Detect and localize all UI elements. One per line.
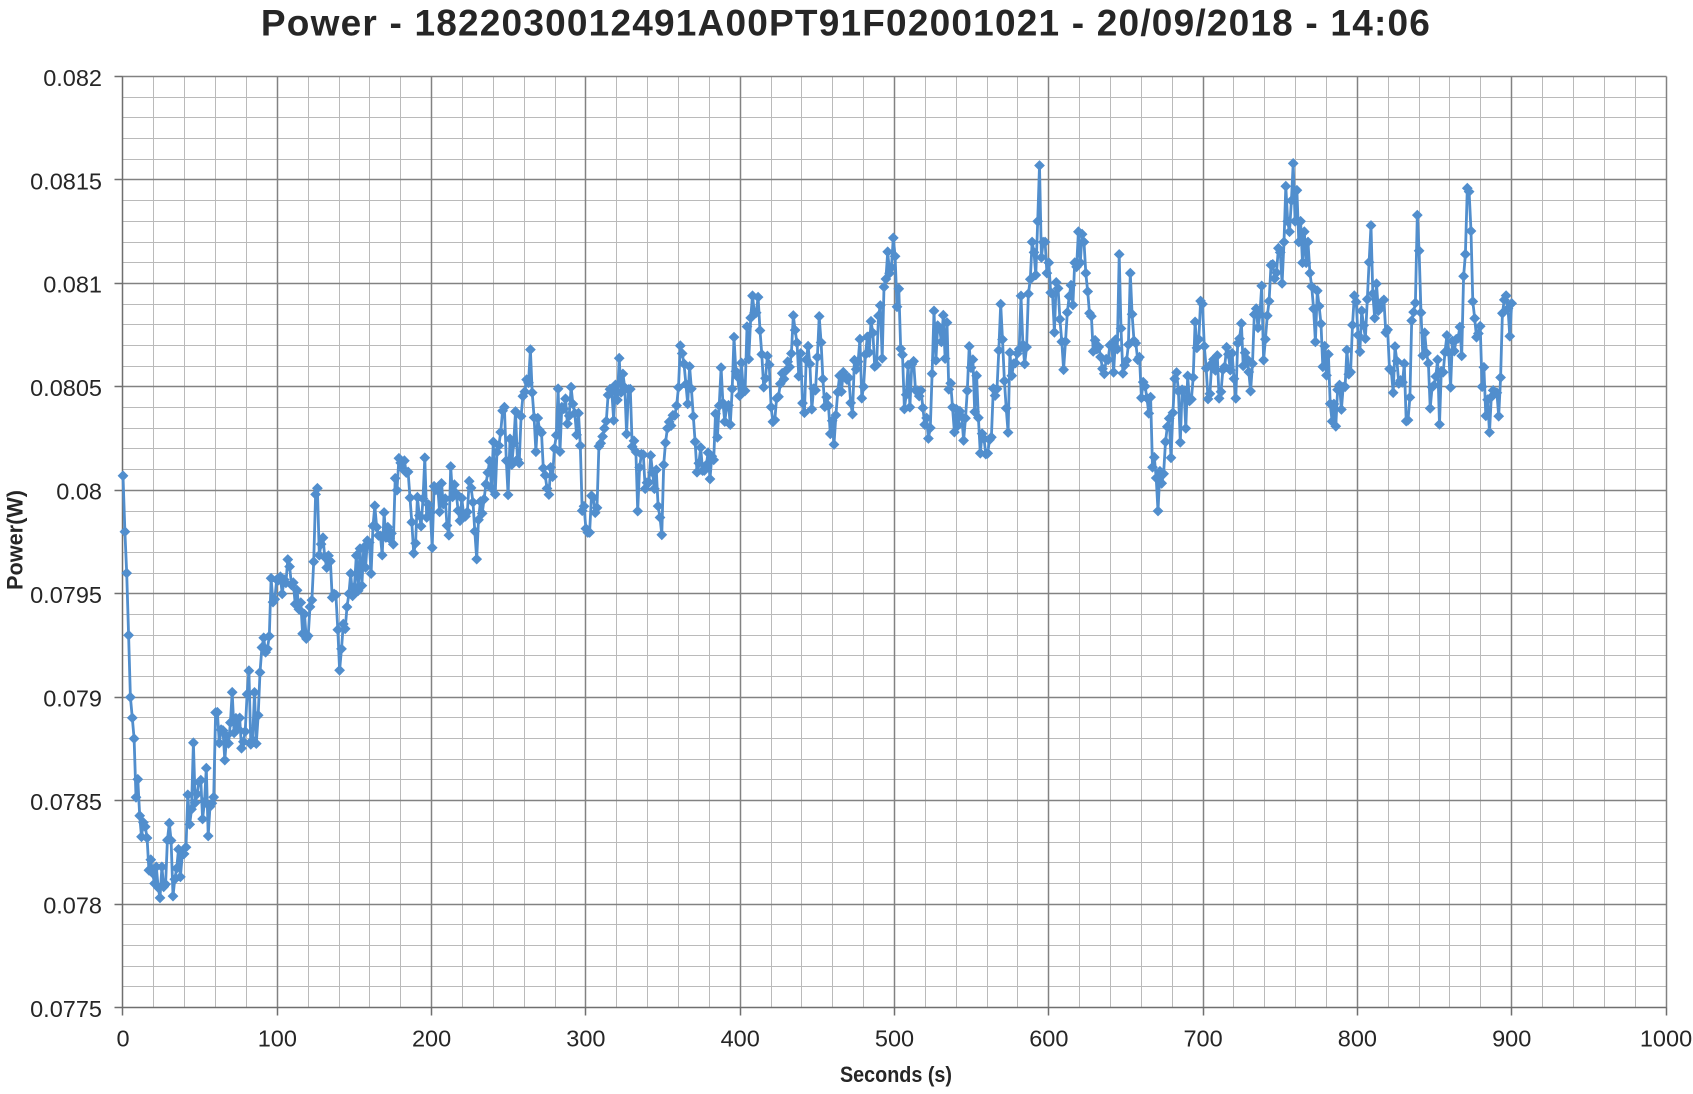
svg-text:600: 600 — [1029, 1026, 1068, 1052]
svg-text:0.082: 0.082 — [43, 65, 102, 91]
svg-text:0.079: 0.079 — [43, 686, 102, 712]
svg-text:800: 800 — [1338, 1026, 1377, 1052]
svg-text:200: 200 — [412, 1026, 451, 1052]
svg-text:900: 900 — [1492, 1026, 1531, 1052]
svg-text:0: 0 — [116, 1026, 129, 1052]
svg-text:1000: 1000 — [1640, 1026, 1692, 1052]
svg-text:Power(W): Power(W) — [3, 490, 28, 590]
svg-text:0.0795: 0.0795 — [30, 582, 102, 608]
svg-text:Power - 1822030012491A00PT91F0: Power - 1822030012491A00PT91F02001021 - … — [261, 3, 1431, 44]
svg-text:100: 100 — [258, 1026, 297, 1052]
svg-text:0.078: 0.078 — [43, 892, 102, 918]
svg-text:0.08: 0.08 — [56, 479, 102, 505]
svg-text:0.0815: 0.0815 — [30, 168, 102, 194]
svg-text:0.081: 0.081 — [43, 272, 102, 298]
svg-text:300: 300 — [566, 1026, 605, 1052]
svg-text:Seconds (s): Seconds (s) — [840, 1062, 952, 1087]
svg-text:700: 700 — [1183, 1026, 1222, 1052]
svg-text:0.0805: 0.0805 — [30, 375, 102, 401]
svg-text:400: 400 — [721, 1026, 760, 1052]
svg-text:0.0775: 0.0775 — [30, 996, 102, 1022]
svg-text:500: 500 — [875, 1026, 914, 1052]
svg-text:0.0785: 0.0785 — [30, 789, 102, 815]
